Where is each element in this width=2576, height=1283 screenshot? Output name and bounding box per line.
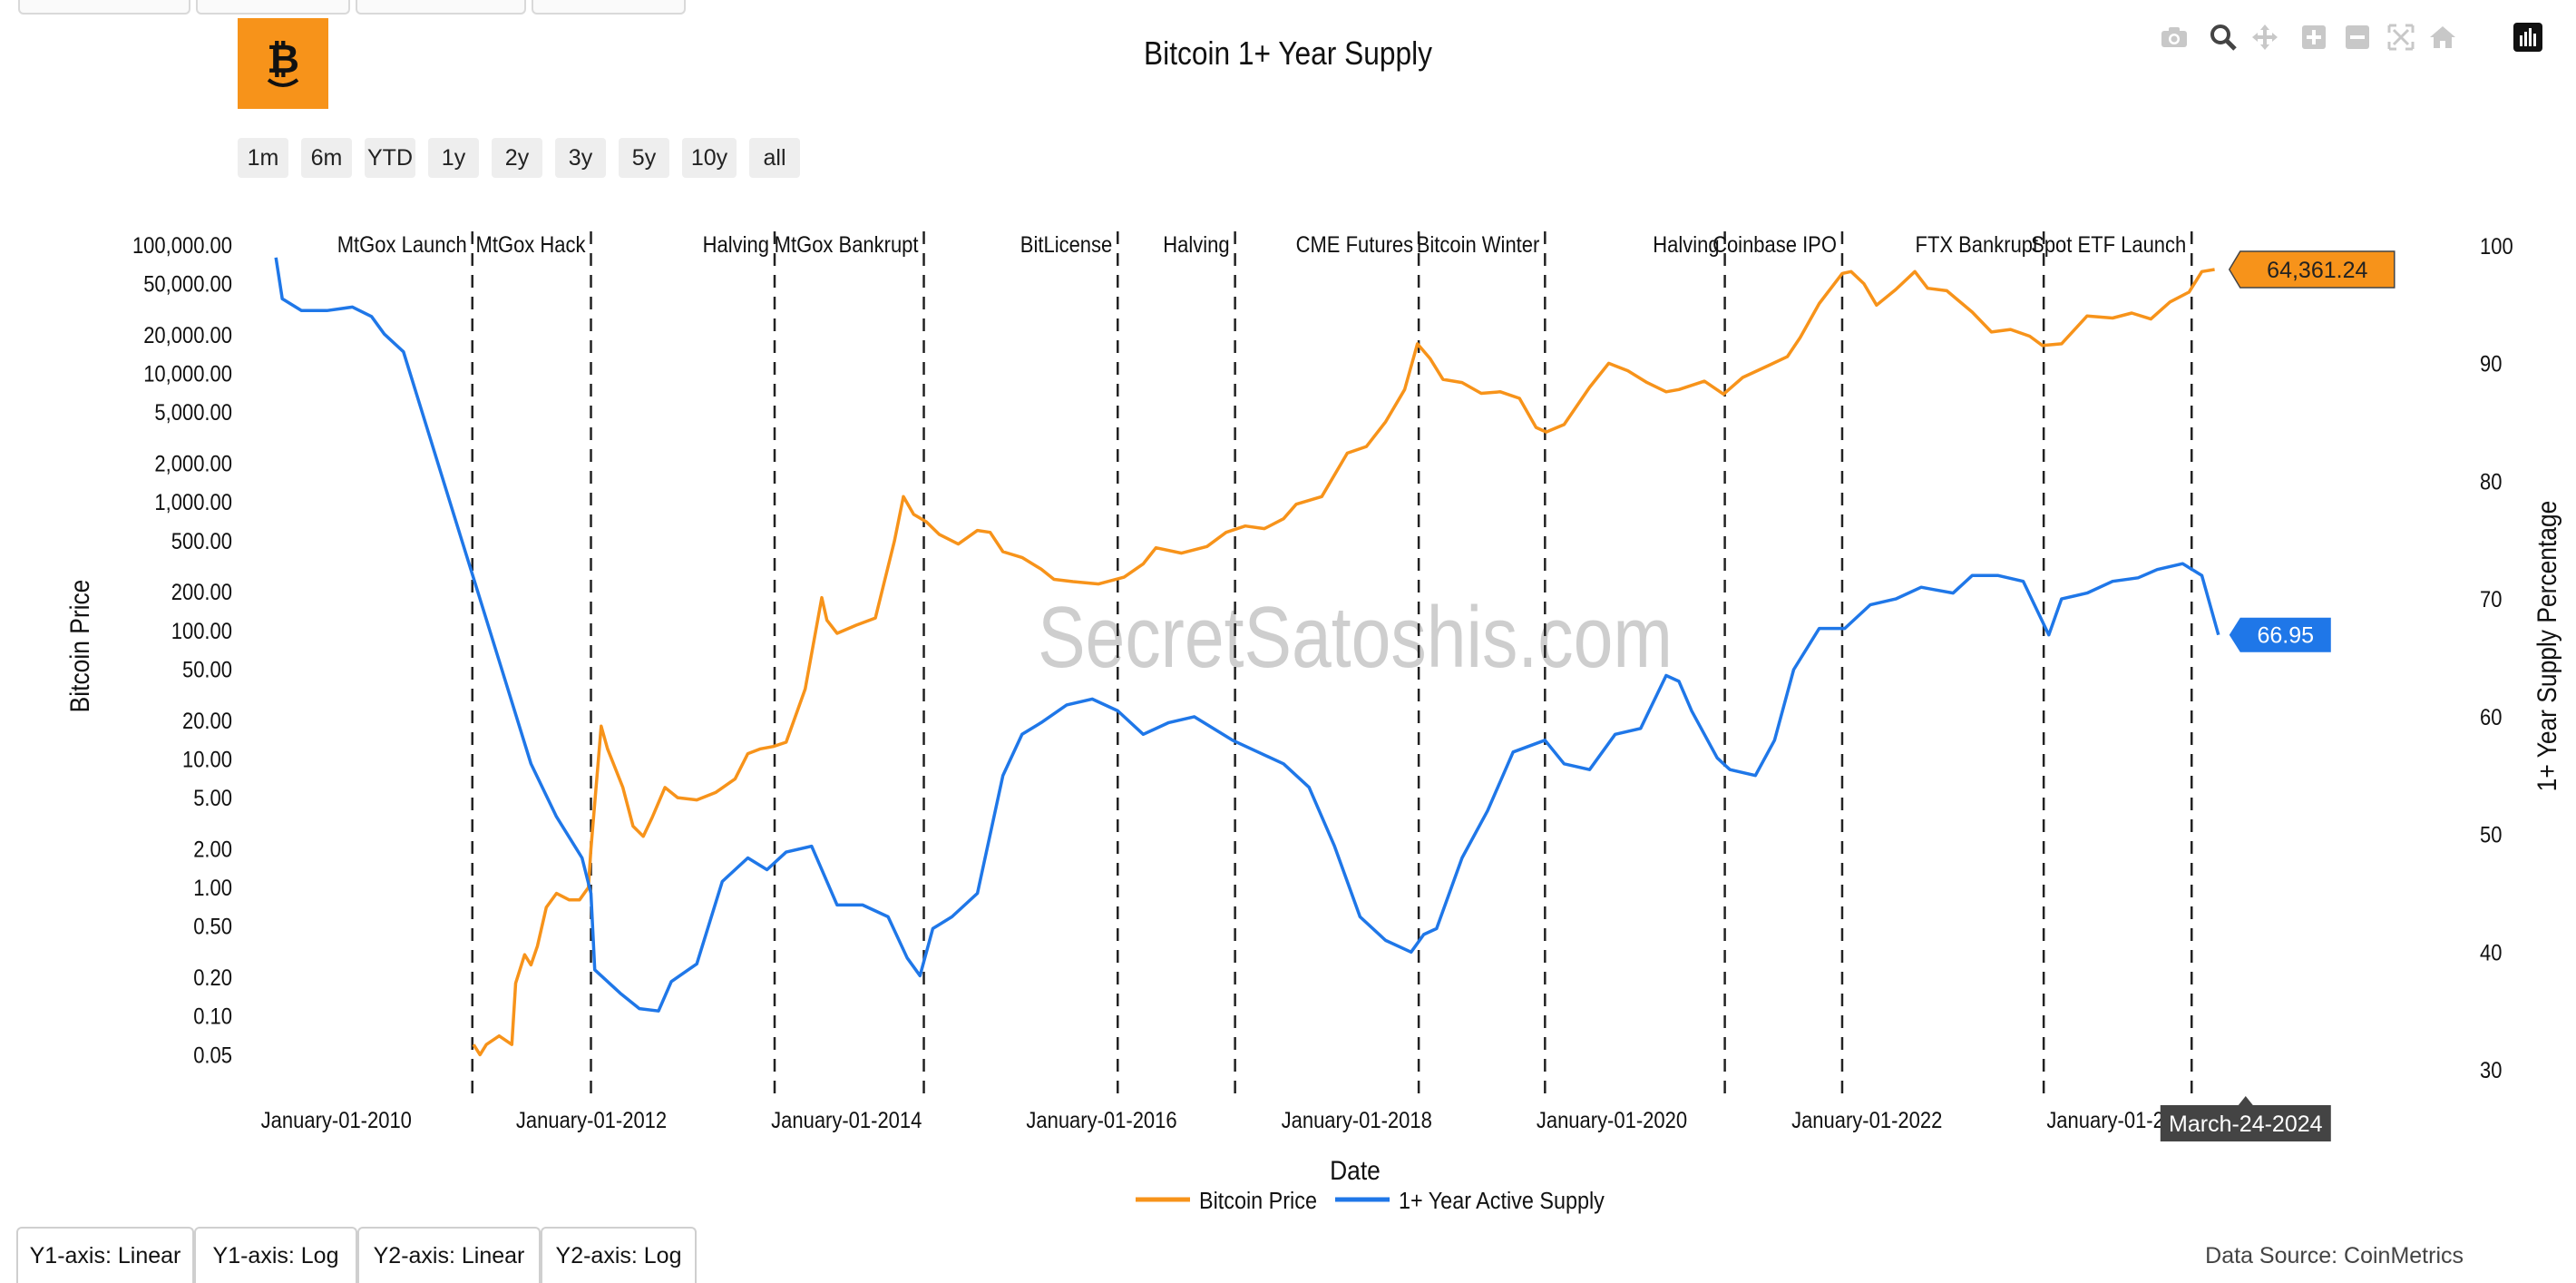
y2-tick-label: 80 bbox=[2480, 469, 2502, 495]
svg-text:₿: ₿ bbox=[267, 36, 299, 83]
plotly-logo-icon[interactable] bbox=[2513, 22, 2543, 53]
event-label: MtGox Hack bbox=[476, 232, 586, 258]
date-hover-label: March-24-2024 bbox=[2169, 1112, 2323, 1137]
y2-tick-label: 30 bbox=[2480, 1058, 2502, 1083]
date-hover-box bbox=[2160, 1105, 2331, 1141]
event-label: CME Futures bbox=[1296, 232, 1413, 258]
y2-linear-button[interactable]: Y2-axis: Linear bbox=[357, 1227, 541, 1283]
event-label: Halving bbox=[1163, 232, 1229, 258]
range-button-3y[interactable]: 3y bbox=[555, 138, 606, 178]
x-tick-label: January-01-2014 bbox=[771, 1108, 922, 1133]
x-axis-title: Date bbox=[1330, 1154, 1381, 1185]
event-label: Halving bbox=[703, 232, 769, 258]
y1-tick-label: 200.00 bbox=[171, 580, 232, 605]
x-tick-label: January-01-2010 bbox=[261, 1108, 412, 1133]
y2-tick-label: 70 bbox=[2480, 587, 2502, 612]
range-button-ytd[interactable]: YTD bbox=[365, 138, 415, 178]
y2-log-button[interactable]: Y2-axis: Log bbox=[541, 1227, 697, 1283]
y1-tick-label: 1.00 bbox=[193, 876, 232, 901]
event-label: BitLicense bbox=[1020, 232, 1112, 258]
x-tick-label: January-01-2022 bbox=[1791, 1108, 1942, 1133]
camera-icon[interactable] bbox=[2159, 22, 2190, 53]
legend-supply-label[interactable]: 1+ Year Active Supply bbox=[1399, 1189, 1605, 1214]
y1-linear-button[interactable]: Y1-axis: Linear bbox=[16, 1227, 194, 1283]
autoscale-icon[interactable] bbox=[2386, 22, 2416, 53]
y2-tick-label: 100 bbox=[2480, 234, 2513, 260]
bitcoin-face-icon: ₿ bbox=[267, 36, 299, 87]
chart-canvas[interactable]: SecretSatoshis.com MtGox Launch MtGox Hac… bbox=[0, 0, 2576, 1216]
legend-price-label[interactable]: Bitcoin Price bbox=[1199, 1189, 1317, 1214]
secretsatoshis-logo: ₿ bbox=[238, 18, 328, 109]
y1-tick-label: 2.00 bbox=[193, 837, 232, 862]
y1-tick-label: 5,000.00 bbox=[154, 400, 232, 426]
supply-series-line[interactable] bbox=[274, 257, 2220, 1013]
range-button-10y[interactable]: 10y bbox=[682, 138, 737, 178]
top-tab[interactable] bbox=[18, 0, 190, 15]
y1-tick-label: 10.00 bbox=[182, 747, 232, 772]
x-tick-label: January-01-2016 bbox=[1026, 1108, 1176, 1133]
supply-hover-label: 66.95 bbox=[2258, 623, 2315, 649]
y1-tick-label: 0.50 bbox=[193, 914, 232, 939]
y1-tick-label: 50,000.00 bbox=[143, 271, 232, 297]
date-hover-pointer bbox=[2238, 1096, 2253, 1105]
event-label: FTX Bankrupt bbox=[1916, 232, 2039, 258]
y1-tick-label: 2,000.00 bbox=[154, 451, 232, 476]
y1-axis-title: Bitcoin Price bbox=[63, 580, 94, 713]
price-hover-box bbox=[2228, 250, 2395, 289]
y1-tick-label: 20.00 bbox=[182, 709, 232, 734]
range-button-6m[interactable]: 6m bbox=[301, 138, 352, 178]
event-label: Coinbase IPO bbox=[1712, 232, 1837, 258]
event-label: MtGox Bankrupt bbox=[775, 232, 919, 258]
zoom-out-icon[interactable] bbox=[2342, 22, 2373, 53]
range-button-1m[interactable]: 1m bbox=[238, 138, 288, 178]
top-tab[interactable] bbox=[532, 0, 686, 15]
y2-tick-label: 40 bbox=[2480, 940, 2502, 965]
legend: Bitcoin Price 1+ Year Active Supply bbox=[1136, 1189, 1605, 1214]
x-tick-label: January-01-2012 bbox=[516, 1108, 667, 1133]
y1-tick-label: 0.20 bbox=[193, 965, 232, 991]
range-button-5y[interactable]: 5y bbox=[619, 138, 669, 178]
zoom-icon[interactable] bbox=[2208, 22, 2239, 53]
x-tick-label: January-01-2018 bbox=[1282, 1108, 1432, 1133]
top-tab[interactable] bbox=[356, 0, 526, 15]
event-label: Spot ETF Launch bbox=[2031, 232, 2186, 258]
y2-tick-label: 90 bbox=[2480, 351, 2502, 377]
price-series-line[interactable] bbox=[472, 268, 2215, 1057]
y1-tick-label: 0.05 bbox=[193, 1043, 232, 1068]
y1-tick-label: 0.10 bbox=[193, 1004, 232, 1029]
y2-tick-label: 60 bbox=[2480, 705, 2502, 730]
price-hover-label: 64,361.24 bbox=[2267, 258, 2367, 283]
x-tick-label: January-01-2020 bbox=[1537, 1108, 1687, 1133]
event-label: Halving bbox=[1653, 232, 1719, 258]
y1-tick-label: 50.00 bbox=[182, 657, 232, 682]
zoom-in-icon[interactable] bbox=[2298, 22, 2329, 53]
top-tab[interactable] bbox=[196, 0, 350, 15]
event-label: Bitcoin Winter bbox=[1417, 232, 1540, 258]
y1-tick-label: 100,000.00 bbox=[132, 233, 232, 259]
range-button-1y[interactable]: 1y bbox=[428, 138, 479, 178]
reset-axes-icon[interactable] bbox=[2427, 22, 2458, 53]
watermark: SecretSatoshis.com bbox=[1038, 589, 1673, 686]
y2-axis-title: 1+ Year Supply Percentage bbox=[2531, 501, 2561, 792]
y1-tick-label: 20,000.00 bbox=[143, 323, 232, 348]
y1-tick-label: 1,000.00 bbox=[154, 490, 232, 515]
range-button-2y[interactable]: 2y bbox=[492, 138, 542, 178]
range-button-all[interactable]: all bbox=[749, 138, 800, 178]
y1-tick-label: 100.00 bbox=[171, 619, 232, 644]
y1-log-button[interactable]: Y1-axis: Log bbox=[194, 1227, 357, 1283]
y1-tick-label: 500.00 bbox=[171, 529, 232, 554]
y1-tick-label: 5.00 bbox=[193, 786, 232, 811]
y1-tick-label: 10,000.00 bbox=[143, 361, 232, 387]
data-source-note: Data Source: CoinMetrics bbox=[2205, 1243, 2464, 1268]
y2-tick-label: 50 bbox=[2480, 822, 2502, 847]
event-label: MtGox Launch bbox=[337, 232, 467, 258]
supply-hover-box bbox=[2229, 617, 2331, 652]
pan-icon[interactable] bbox=[2249, 22, 2280, 53]
chart-title: Bitcoin 1+ Year Supply bbox=[1144, 34, 1432, 72]
